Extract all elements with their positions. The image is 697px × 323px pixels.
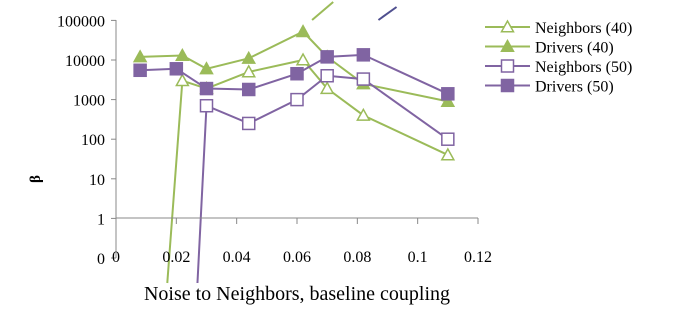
data-point <box>133 63 147 78</box>
data-point <box>169 62 184 76</box>
series-overflow-line <box>377 6 398 21</box>
legend: Neighbors (40) Drivers (40) Neighbors (50)… <box>485 19 632 96</box>
data-point <box>199 61 214 75</box>
legend-marker <box>500 19 515 33</box>
data-point <box>199 98 214 113</box>
legend-marker <box>500 78 515 93</box>
data-point <box>356 107 371 121</box>
x-tick-label: 0.02 <box>162 249 190 266</box>
legend-marker <box>500 59 515 73</box>
data-point <box>295 24 311 38</box>
legend-item: Drivers (40) <box>485 38 614 57</box>
legend-label: Neighbors (50) <box>535 59 632 76</box>
series-line <box>140 30 449 103</box>
plot-area <box>132 1 456 284</box>
legend-label: Drivers (40) <box>535 40 614 57</box>
series-1 <box>166 52 456 284</box>
y-tick-label: 10 <box>89 172 105 189</box>
data-point <box>132 49 148 63</box>
data-point <box>295 52 311 66</box>
data-point <box>241 116 256 131</box>
legend-item: Drivers (50) <box>485 79 614 96</box>
data-point <box>290 66 304 81</box>
data-point <box>241 82 256 97</box>
data-point <box>319 81 335 95</box>
y-axis-label: β <box>28 175 44 183</box>
x-tick-label: 0.06 <box>283 249 311 266</box>
x-tick-label: 0.08 <box>343 249 371 266</box>
data-point <box>241 50 257 64</box>
axes: 0 1 10 100 1000 10000 100000 0 0.02 0.04 0.06 0.08 0… <box>57 13 492 268</box>
series-3 <box>196 69 455 284</box>
legend-label: Neighbors (40) <box>535 20 632 37</box>
x-tick-label: 0.1 <box>408 249 428 266</box>
series-overflow-line <box>311 1 334 21</box>
data-point <box>356 72 371 86</box>
data-point <box>175 47 190 62</box>
y-tick-label: 0 <box>97 251 105 268</box>
data-point <box>356 48 371 62</box>
x-tick-label: 0.12 <box>464 249 492 266</box>
legend-item: Neighbors (40) <box>485 19 632 37</box>
data-point <box>320 69 334 83</box>
y-tick-label: 1000 <box>73 93 105 110</box>
data-point <box>441 87 455 101</box>
y-tick-label: 1 <box>97 211 105 228</box>
data-point <box>290 92 304 107</box>
x-tick-label: 0 <box>112 249 120 266</box>
data-point <box>440 93 456 107</box>
x-axis-label: Noise to Neighbors, baseline coupling <box>144 283 450 305</box>
data-point <box>320 50 334 64</box>
y-tick-label: 100000 <box>57 13 105 30</box>
y-tick-label: 100 <box>81 132 105 149</box>
legend-marker <box>500 38 515 53</box>
data-point <box>175 73 190 87</box>
data-point <box>440 147 456 161</box>
data-point <box>241 64 257 78</box>
data-point <box>199 81 214 96</box>
data-point <box>441 132 455 146</box>
x-tick-label: 0.04 <box>223 249 251 266</box>
legend-label: Drivers (50) <box>535 79 614 96</box>
y-tick-label: 10000 <box>65 53 105 70</box>
series-4 <box>133 48 455 101</box>
legend-item: Neighbors (50) <box>485 59 632 76</box>
